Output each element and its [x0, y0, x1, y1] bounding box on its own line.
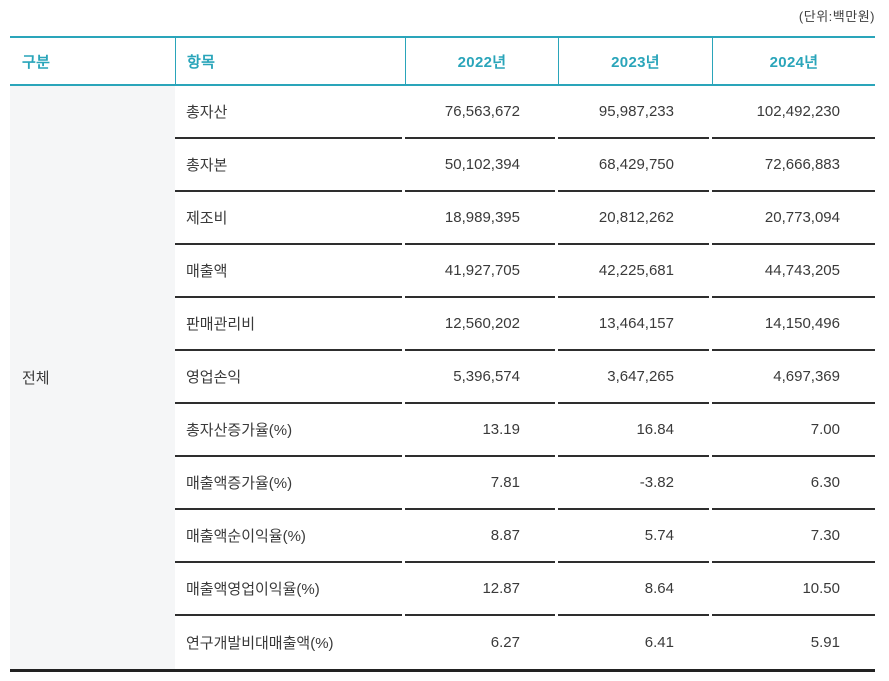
table-header-row: 구분 항목 2022년 2023년 2024년 — [10, 36, 875, 86]
value-2022: 13.19 — [405, 404, 555, 457]
item-cell: 총자본 — [175, 139, 402, 192]
item-cell: 매출액영업이익율(%) — [175, 563, 402, 616]
table-body: 전체 총자산 76,563,672 95,987,233 102,492,230 총자본… — [10, 86, 875, 672]
value-2024: 7.30 — [712, 510, 875, 563]
value-2022: 5,396,574 — [405, 351, 555, 404]
column-header-2024: 2024년 — [712, 38, 875, 84]
item-cell: 총자산 — [175, 86, 402, 139]
value-2022: 41,927,705 — [405, 245, 555, 298]
table-row: 영업손익 5,396,574 3,647,265 4,697,369 — [175, 351, 875, 404]
table-rows: 총자산 76,563,672 95,987,233 102,492,230 총자본 50,… — [175, 86, 875, 669]
value-2023: 16.84 — [558, 404, 709, 457]
column-header-item: 항목 — [175, 38, 405, 84]
value-2023: 5.74 — [558, 510, 709, 563]
financial-table: 구분 항목 2022년 2023년 2024년 전체 총자산 76,563,672… — [10, 36, 875, 672]
table-row: 제조비 18,989,395 20,812,262 20,773,094 — [175, 192, 875, 245]
item-cell: 영업손익 — [175, 351, 402, 404]
item-cell: 매출액증가율(%) — [175, 457, 402, 510]
value-2024: 72,666,883 — [712, 139, 875, 192]
value-2024: 102,492,230 — [712, 86, 875, 139]
value-2023: 20,812,262 — [558, 192, 709, 245]
table-row: 판매관리비 12,560,202 13,464,157 14,150,496 — [175, 298, 875, 351]
item-cell: 매출액순이익율(%) — [175, 510, 402, 563]
value-2023: 95,987,233 — [558, 86, 709, 139]
value-2022: 50,102,394 — [405, 139, 555, 192]
value-2024: 20,773,094 — [712, 192, 875, 245]
item-cell: 연구개발비대매출액(%) — [186, 635, 334, 652]
value-2023: 3,647,265 — [558, 351, 709, 404]
table-row: 매출액 41,927,705 42,225,681 44,743,205 — [175, 245, 875, 298]
table-row: 매출액영업이익율(%) 12.87 8.64 10.50 — [175, 563, 875, 616]
column-header-gubun: 구분 — [22, 53, 51, 71]
column-header-2023: 2023년 — [558, 38, 712, 84]
value-2022: 76,563,672 — [405, 86, 555, 139]
value-2024: 4,697,369 — [712, 351, 875, 404]
value-2022: 6.27 — [490, 634, 520, 651]
column-header-2022: 2022년 — [405, 38, 558, 84]
value-2024: 44,743,205 — [712, 245, 875, 298]
value-2022: 12,560,202 — [405, 298, 555, 351]
table-row: 연구개발비대매출액(%) 6.27 6.41 5.91 — [175, 616, 875, 669]
value-2022: 12.87 — [405, 563, 555, 616]
category-cell: 전체 — [10, 86, 175, 669]
value-2023: 8.64 — [558, 563, 709, 616]
item-cell: 총자산증가율(%) — [175, 404, 402, 457]
item-cell: 판매관리비 — [175, 298, 402, 351]
value-2024: 6.30 — [712, 457, 875, 510]
value-2022: 7.81 — [405, 457, 555, 510]
table-row: 총자산증가율(%) 13.19 16.84 7.00 — [175, 404, 875, 457]
value-2023: 42,225,681 — [558, 245, 709, 298]
value-2022: 8.87 — [405, 510, 555, 563]
table-row: 매출액순이익율(%) 8.87 5.74 7.30 — [175, 510, 875, 563]
unit-note: (단위:백만원) — [798, 9, 875, 24]
value-2023: 68,429,750 — [558, 139, 709, 192]
value-2023: 13,464,157 — [558, 298, 709, 351]
table-row: 총자본 50,102,394 68,429,750 72,666,883 — [175, 139, 875, 192]
value-2024: 10.50 — [712, 563, 875, 616]
value-2023: -3.82 — [558, 457, 709, 510]
value-2024: 7.00 — [712, 404, 875, 457]
table-row: 매출액증가율(%) 7.81 -3.82 6.30 — [175, 457, 875, 510]
value-2024: 14,150,496 — [712, 298, 875, 351]
table-row: 총자산 76,563,672 95,987,233 102,492,230 — [175, 86, 875, 139]
value-2024: 5.91 — [810, 634, 840, 651]
item-cell: 제조비 — [175, 192, 402, 245]
value-2022: 18,989,395 — [405, 192, 555, 245]
item-cell: 매출액 — [175, 245, 402, 298]
value-2023: 6.41 — [644, 634, 674, 651]
